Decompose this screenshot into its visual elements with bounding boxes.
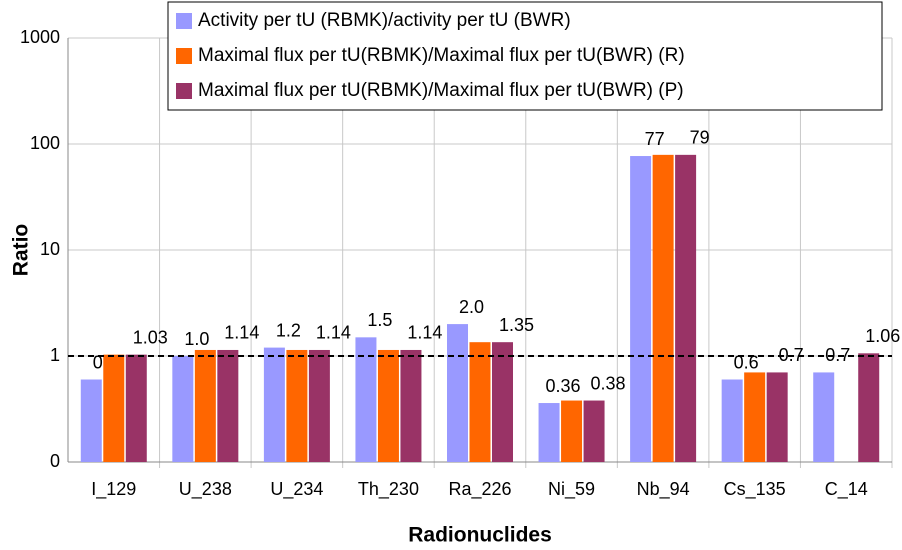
bar bbox=[721, 379, 743, 462]
bar bbox=[744, 372, 766, 462]
bar bbox=[492, 342, 513, 462]
y-tick-label: 1 bbox=[50, 345, 60, 365]
bar bbox=[858, 353, 880, 462]
x-tick-label: U_234 bbox=[270, 479, 323, 500]
data-label: 1.06 bbox=[865, 326, 900, 346]
legend-box bbox=[167, 1, 883, 111]
x-tick-label: Ni_59 bbox=[548, 479, 595, 500]
data-label: 0.6 bbox=[734, 352, 759, 372]
data-label: 1.0 bbox=[184, 329, 209, 349]
x-tick-label: Th_230 bbox=[358, 479, 419, 500]
bar bbox=[675, 154, 697, 462]
bar bbox=[103, 354, 125, 462]
bar bbox=[80, 379, 102, 462]
bar bbox=[630, 156, 652, 462]
data-label: 1.14 bbox=[407, 323, 442, 343]
y-tick-label: 1000 bbox=[20, 27, 60, 47]
data-label: 79 bbox=[690, 128, 710, 148]
legend-swatch bbox=[176, 48, 192, 64]
x-tick-label: Ra_226 bbox=[448, 479, 511, 500]
data-label: 1.5 bbox=[367, 310, 392, 330]
data-label: 77 bbox=[645, 129, 665, 149]
legend-label: Maximal flux per tU(RBMK)/Maximal flux p… bbox=[198, 80, 684, 101]
bar bbox=[308, 349, 330, 462]
bar bbox=[583, 400, 605, 462]
data-label: 0.38 bbox=[591, 373, 626, 393]
bar bbox=[217, 349, 239, 462]
data-label: 1.14 bbox=[224, 323, 259, 343]
bar bbox=[561, 400, 583, 462]
data-label: 1.35 bbox=[499, 315, 534, 335]
data-label: 0.7 bbox=[825, 345, 850, 365]
y-tick-label: 10 bbox=[40, 239, 60, 259]
x-tick-label: Cs_135 bbox=[724, 479, 786, 500]
legend-label: Activity per tU (RBMK)/activity per tU (… bbox=[198, 10, 571, 31]
bar bbox=[172, 356, 194, 462]
x-tick-label: U_238 bbox=[179, 479, 232, 500]
bar bbox=[377, 349, 399, 462]
bar bbox=[469, 342, 491, 462]
bar bbox=[194, 349, 216, 462]
x-tick-label: I_129 bbox=[91, 479, 136, 500]
data-label: 1.2 bbox=[276, 320, 301, 340]
x-axis-title: Radionuclides bbox=[408, 524, 552, 547]
bar bbox=[400, 349, 422, 462]
y-axis-title: Ratio bbox=[10, 224, 33, 277]
x-tick-label: C_14 bbox=[825, 479, 868, 500]
bar bbox=[286, 349, 308, 462]
y-tick-label: 0 bbox=[50, 451, 60, 471]
data-label: 1.03 bbox=[133, 327, 168, 347]
legend: Activity per tU (RBMK)/activity per tU (… bbox=[167, 1, 883, 111]
data-label: 1.14 bbox=[316, 323, 351, 343]
bar bbox=[263, 347, 285, 462]
bar bbox=[447, 324, 468, 462]
data-label: 2.0 bbox=[459, 297, 484, 317]
bar bbox=[813, 372, 835, 462]
legend-swatch bbox=[176, 13, 192, 29]
legend-swatch bbox=[176, 83, 192, 99]
legend-label: Maximal flux per tU(RBMK)/Maximal flux p… bbox=[198, 45, 685, 66]
data-label: 0.36 bbox=[546, 376, 581, 396]
bar bbox=[766, 372, 788, 462]
x-tick-label: Nb_94 bbox=[637, 479, 690, 500]
y-tick-label: 100 bbox=[30, 133, 60, 153]
bar bbox=[652, 154, 674, 462]
bar bbox=[355, 337, 377, 462]
bar bbox=[538, 403, 560, 462]
bar bbox=[125, 354, 147, 462]
